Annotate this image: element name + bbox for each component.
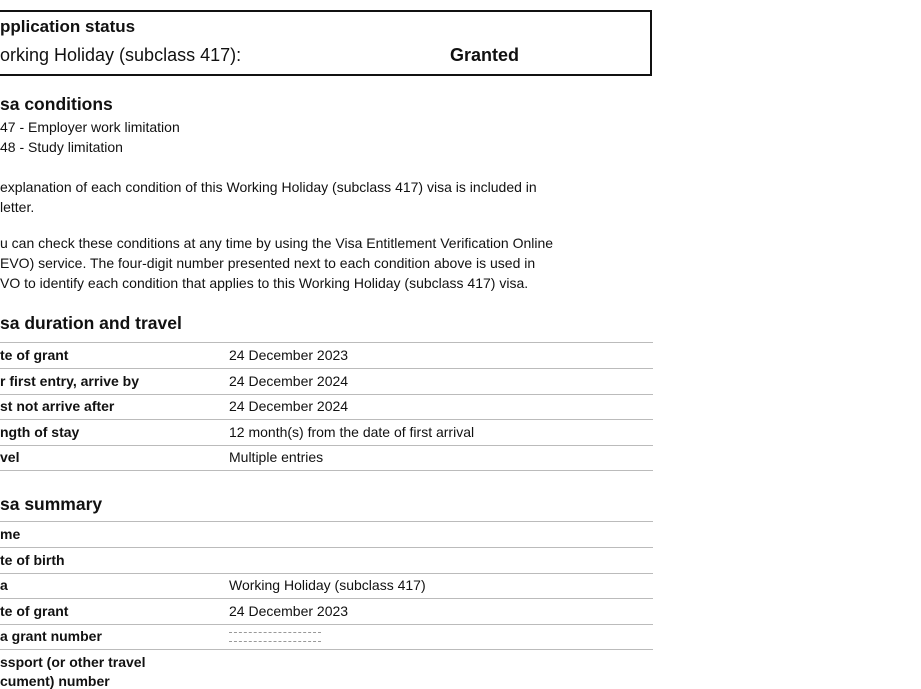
paragraph-line: VO to identify each condition that appli… [0, 275, 529, 291]
table-row: a grant number [0, 624, 653, 650]
row-value: Multiple entries [229, 449, 324, 465]
table-row: st not arrive after 24 December 2024 [0, 394, 653, 420]
table-row: te of grant 24 December 2023 [0, 343, 653, 369]
row-label: te of grant [0, 603, 69, 619]
row-value: Working Holiday (subclass 417) [229, 577, 426, 593]
table-row: r first entry, arrive by 24 December 2024 [0, 369, 653, 395]
visa-conditions-heading: sa conditions [0, 94, 113, 114]
paragraph-line: EVO) service. The four-digit number pres… [0, 255, 536, 271]
row-value: 24 December 2023 [229, 347, 349, 363]
application-status-box [0, 10, 652, 76]
table-row: a Working Holiday (subclass 417) [0, 573, 653, 599]
row-label: vel [0, 449, 20, 465]
condition-item: 48 - Study limitation [0, 139, 123, 155]
paragraph-line: letter. [0, 199, 35, 215]
condition-item: 47 - Employer work limitation [0, 119, 180, 135]
row-value: 24 December 2024 [229, 373, 349, 389]
redacted-value [229, 632, 321, 642]
row-value: 12 month(s) from the date of first arriv… [229, 424, 475, 440]
application-status-heading: pplication status [0, 17, 136, 36]
visa-type-label: orking Holiday (subclass 417): [0, 45, 242, 65]
passport-label: cument) number [0, 673, 110, 689]
visa-summary-heading: sa summary [0, 494, 103, 514]
paragraph-line: explanation of each condition of this Wo… [0, 179, 537, 195]
passport-label: ssport (or other travel [0, 654, 146, 670]
row-label: a grant number [0, 628, 102, 644]
paragraph-line: u can check these conditions at any time… [0, 235, 554, 251]
row-value: 24 December 2024 [229, 398, 349, 414]
status-value: Granted [450, 45, 520, 65]
row-value: 24 December 2023 [229, 603, 349, 619]
row-label: a [0, 577, 8, 593]
table-row: me [0, 522, 653, 548]
duration-travel-heading: sa duration and travel [0, 313, 182, 333]
table-row: vel Multiple entries [0, 445, 653, 471]
row-label: me [0, 526, 21, 542]
table-row: te of birth [0, 548, 653, 574]
table-row: te of grant 24 December 2023 [0, 599, 653, 625]
row-label: te of birth [0, 552, 65, 568]
table-row: ngth of stay 12 month(s) from the date of… [0, 420, 653, 446]
row-label: st not arrive after [0, 398, 115, 414]
row-label: ngth of stay [0, 424, 80, 440]
row-label: te of grant [0, 347, 69, 363]
row-label: r first entry, arrive by [0, 373, 140, 389]
